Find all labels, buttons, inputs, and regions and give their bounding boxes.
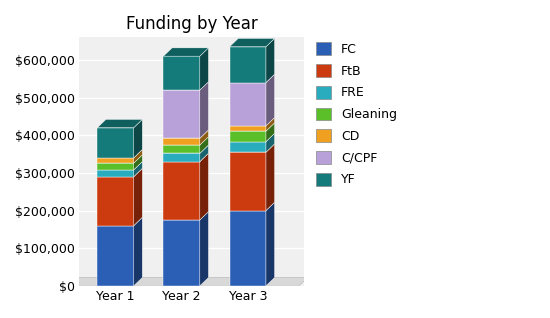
Bar <box>229 47 266 82</box>
Polygon shape <box>200 137 208 153</box>
Legend: FC, FtB, FRE, Gleaning, CD, C/CPF, YF: FC, FtB, FRE, Gleaning, CD, C/CPF, YF <box>312 38 401 190</box>
Polygon shape <box>266 118 274 131</box>
Polygon shape <box>266 144 274 211</box>
Polygon shape <box>134 168 142 225</box>
Polygon shape <box>134 120 142 158</box>
Polygon shape <box>200 212 208 286</box>
Polygon shape <box>97 149 142 158</box>
Bar <box>229 152 266 211</box>
Polygon shape <box>229 123 274 131</box>
Polygon shape <box>97 162 142 170</box>
Polygon shape <box>97 168 142 176</box>
Polygon shape <box>200 130 208 145</box>
Polygon shape <box>200 145 208 162</box>
Bar <box>229 82 266 126</box>
Bar <box>97 225 134 286</box>
Polygon shape <box>200 82 208 138</box>
Polygon shape <box>200 153 208 220</box>
Polygon shape <box>229 38 274 47</box>
Bar <box>163 138 200 145</box>
Polygon shape <box>266 123 274 142</box>
Polygon shape <box>163 137 208 145</box>
Polygon shape <box>163 48 208 56</box>
Polygon shape <box>266 133 274 152</box>
Bar <box>163 220 200 286</box>
Polygon shape <box>134 217 142 286</box>
Bar <box>97 163 134 170</box>
Polygon shape <box>229 133 274 142</box>
Polygon shape <box>229 118 274 126</box>
Bar <box>163 153 200 162</box>
Bar <box>229 211 266 286</box>
Polygon shape <box>229 74 274 82</box>
Polygon shape <box>163 130 208 138</box>
Bar <box>163 162 200 220</box>
Polygon shape <box>229 202 274 211</box>
Bar <box>97 128 134 158</box>
Polygon shape <box>97 155 142 163</box>
Bar <box>97 176 134 225</box>
Bar <box>163 90 200 138</box>
Polygon shape <box>163 153 208 162</box>
Polygon shape <box>163 82 208 90</box>
Polygon shape <box>134 155 142 170</box>
Polygon shape <box>266 202 274 286</box>
Bar <box>97 170 134 176</box>
Polygon shape <box>97 217 142 225</box>
Bar <box>97 158 134 163</box>
Polygon shape <box>97 120 142 128</box>
Title: Funding by Year: Funding by Year <box>126 15 257 33</box>
Polygon shape <box>229 144 274 152</box>
Polygon shape <box>163 212 208 220</box>
Bar <box>229 131 266 142</box>
Polygon shape <box>200 48 208 90</box>
Polygon shape <box>134 149 142 163</box>
Bar <box>163 56 200 90</box>
Polygon shape <box>266 38 274 82</box>
Polygon shape <box>163 145 208 153</box>
Bar <box>163 145 200 153</box>
Bar <box>229 142 266 152</box>
Polygon shape <box>64 278 307 286</box>
Polygon shape <box>134 162 142 176</box>
Bar <box>229 126 266 131</box>
Polygon shape <box>266 74 274 126</box>
Polygon shape <box>64 29 73 286</box>
